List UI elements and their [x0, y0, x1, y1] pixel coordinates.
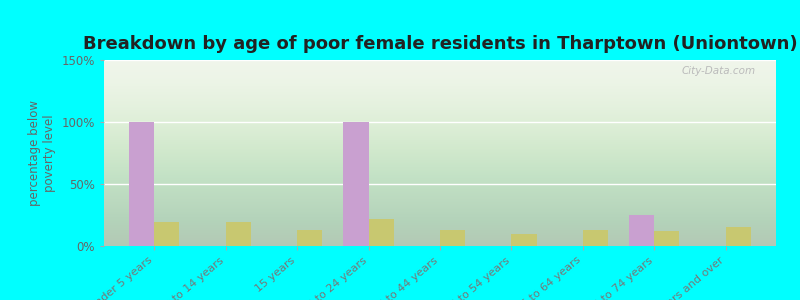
Bar	[583, 230, 608, 246]
Bar	[654, 231, 679, 246]
Bar	[154, 222, 179, 246]
Bar	[343, 122, 369, 246]
Title: Breakdown by age of poor female residents in Tharptown (Uniontown): Breakdown by age of poor female resident…	[82, 35, 798, 53]
Bar	[511, 234, 537, 246]
Bar	[129, 122, 154, 246]
Bar	[726, 227, 751, 246]
Bar	[440, 230, 465, 246]
Bar	[226, 222, 250, 246]
Bar	[630, 215, 654, 246]
Y-axis label: percentage below
poverty level: percentage below poverty level	[28, 100, 56, 206]
Bar	[369, 219, 394, 246]
Bar	[297, 230, 322, 246]
Text: City-Data.com: City-Data.com	[682, 66, 756, 76]
